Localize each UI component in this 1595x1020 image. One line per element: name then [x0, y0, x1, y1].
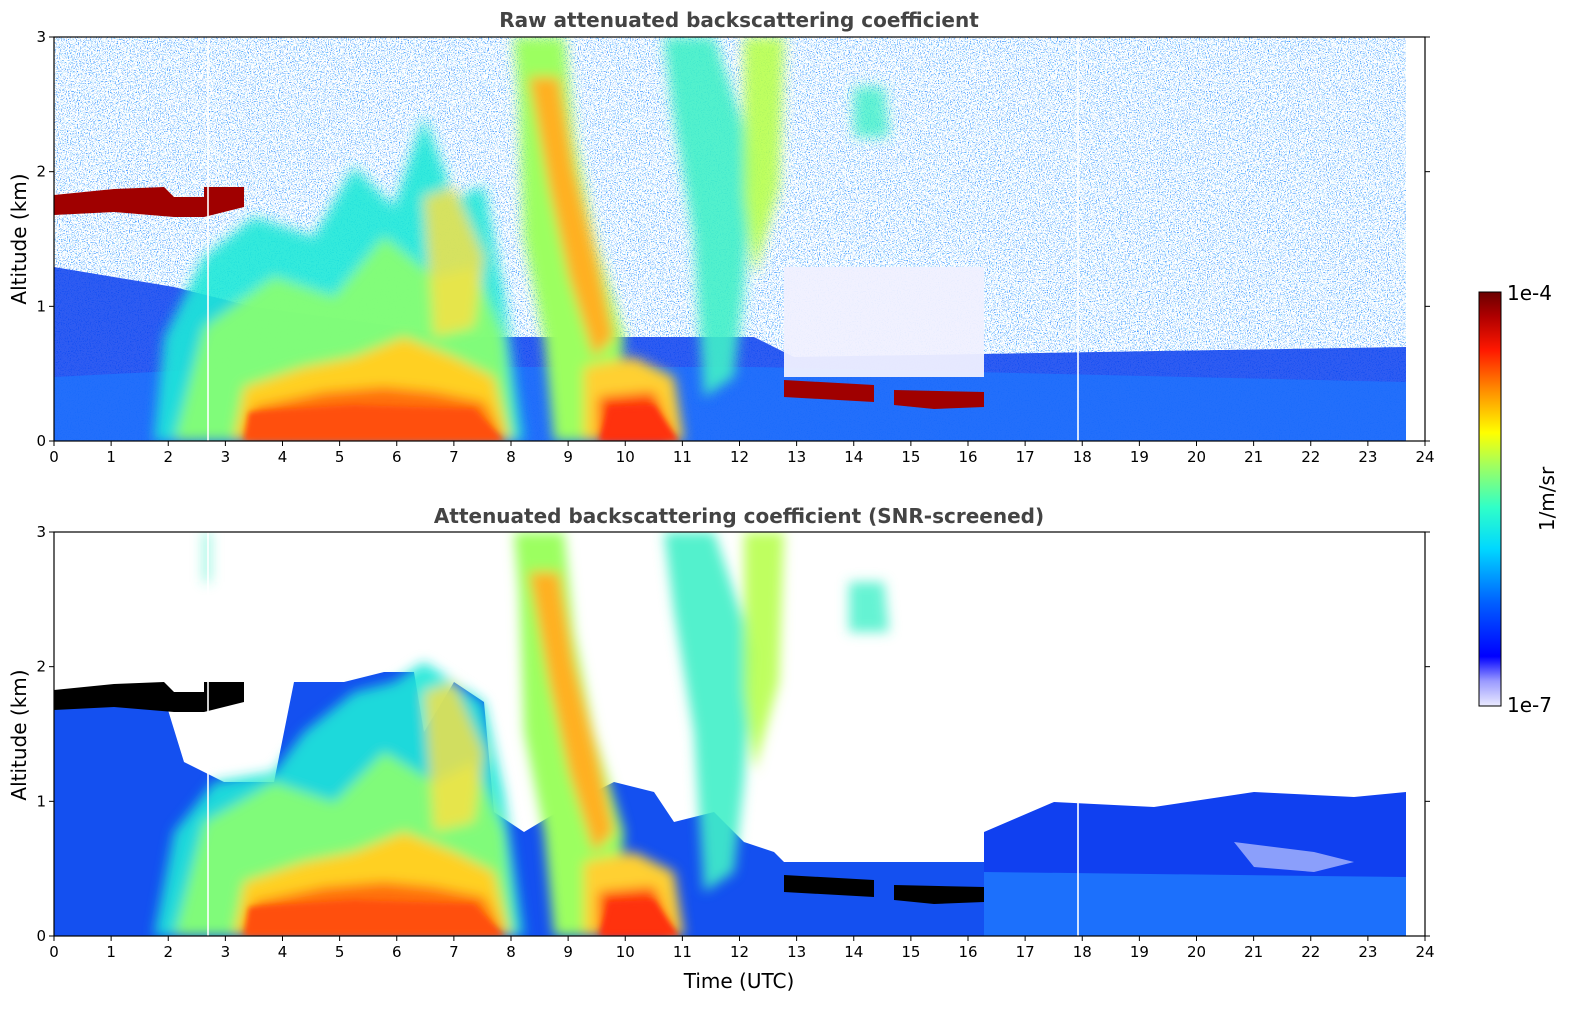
x-axis-label: Time (UTC) — [683, 969, 795, 993]
y-tick-label: 3 — [36, 28, 46, 46]
x-tick-label: 4 — [278, 943, 288, 961]
y-tick-label: 3 — [36, 523, 46, 541]
x-tick-label: 15 — [901, 448, 920, 466]
x-tick-label: 17 — [1016, 943, 1035, 961]
x-tick-label: 9 — [563, 448, 573, 466]
x-tick-label: 7 — [449, 448, 459, 466]
x-tick-label: 5 — [335, 448, 345, 466]
axis-ticks: 0 1 2 3 4 5 6 7 8 9 10 11 12 13 14 15 16 17 18 19 20 21 22 23 24… — [36, 523, 1434, 961]
x-tick-label: 4 — [278, 448, 288, 466]
x-tick-label: 6 — [392, 448, 402, 466]
x-tick-label: 8 — [506, 943, 516, 961]
y-tick-label: 0 — [36, 432, 46, 450]
y-tick-label: 1 — [36, 792, 46, 810]
axis-ticks: 0 1 2 3 4 5 6 7 8 9 10 11 12 13 14 15 16 17 18 19 20 21 22 23 24… — [36, 28, 1434, 466]
x-tick-label: 0 — [49, 943, 59, 961]
x-tick-label: 3 — [221, 943, 231, 961]
x-tick-label: 21 — [1244, 448, 1263, 466]
x-tick-label: 13 — [787, 448, 806, 466]
colorbar-max-label: 1e-4 — [1507, 281, 1552, 305]
colorbar-unit-label: 1/m/sr — [1535, 466, 1559, 531]
x-tick-label: 1 — [106, 943, 116, 961]
y-tick-label: 2 — [36, 163, 46, 181]
x-tick-label: 10 — [616, 943, 635, 961]
x-tick-label: 7 — [449, 943, 459, 961]
panel-title: Attenuated backscattering coefficient (S… — [434, 504, 1044, 528]
x-tick-label: 21 — [1244, 943, 1263, 961]
colorbar-min-label: 1e-7 — [1507, 693, 1552, 717]
x-tick-label: 24 — [1415, 943, 1434, 961]
y-tick-label: 1 — [36, 297, 46, 315]
x-tick-label: 6 — [392, 943, 402, 961]
x-tick-label: 20 — [1187, 943, 1206, 961]
x-tick-label: 15 — [901, 943, 920, 961]
x-tick-label: 19 — [1130, 943, 1149, 961]
x-tick-label: 13 — [787, 943, 806, 961]
x-tick-label: 24 — [1415, 448, 1434, 466]
panel-screened: Attenuated backscattering coefficient (S… — [7, 504, 1435, 993]
y-axis-label: Altitude (km) — [7, 669, 31, 800]
x-tick-label: 2 — [163, 448, 173, 466]
x-tick-label: 12 — [730, 448, 749, 466]
x-tick-label: 18 — [1073, 943, 1092, 961]
x-tick-label: 5 — [335, 943, 345, 961]
x-tick-label: 22 — [1301, 943, 1320, 961]
x-tick-label: 14 — [844, 448, 863, 466]
heatmap-raw — [54, 37, 1425, 441]
colorbar: 1e-4 1e-7 1/m/sr — [1478, 281, 1559, 717]
x-tick-label: 18 — [1073, 448, 1092, 466]
x-tick-label: 10 — [616, 448, 635, 466]
x-tick-label: 20 — [1187, 448, 1206, 466]
x-tick-label: 19 — [1130, 448, 1149, 466]
x-tick-label: 3 — [221, 448, 231, 466]
x-tick-label: 16 — [958, 943, 977, 961]
x-tick-label: 17 — [1016, 448, 1035, 466]
x-tick-label: 9 — [563, 943, 573, 961]
y-tick-label: 0 — [36, 927, 46, 945]
x-tick-label: 23 — [1358, 448, 1377, 466]
x-tick-label: 11 — [673, 943, 692, 961]
x-tick-label: 16 — [958, 448, 977, 466]
panel-raw: Raw attenuated backscattering coefficien… — [7, 8, 1435, 466]
y-axis-label: Altitude (km) — [7, 173, 31, 304]
x-tick-label: 22 — [1301, 448, 1320, 466]
x-tick-label: 2 — [163, 943, 173, 961]
x-tick-label: 1 — [106, 448, 116, 466]
x-tick-label: 8 — [506, 448, 516, 466]
panel-title: Raw attenuated backscattering coefficien… — [499, 8, 979, 32]
y-tick-label: 2 — [36, 658, 46, 676]
x-tick-label: 12 — [730, 943, 749, 961]
x-tick-label: 23 — [1358, 943, 1377, 961]
colorbar-gradient — [1478, 291, 1502, 707]
x-tick-label: 14 — [844, 943, 863, 961]
x-tick-label: 11 — [673, 448, 692, 466]
x-tick-label: 0 — [49, 448, 59, 466]
heatmap-screened — [54, 532, 1425, 936]
